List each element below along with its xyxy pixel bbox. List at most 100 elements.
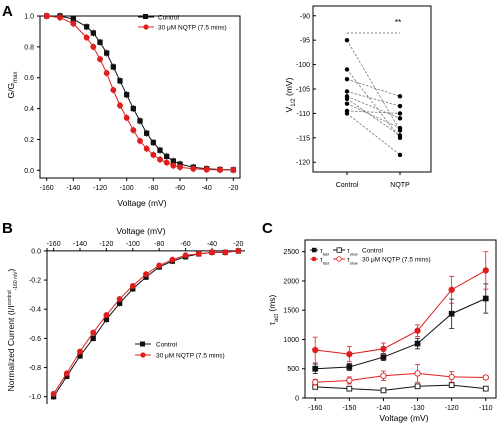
panel-c-point [448,310,455,317]
panel-b-plot: -160 -140 -120 -100 -80 -60 -40 -20 0.0 -0.2 -0.4 -… [29,241,245,404]
panel-b-xtick-label: -20 [233,241,243,248]
panel-a-point [143,145,150,152]
panel-a-label: A [2,3,13,20]
panel-a-point [124,92,130,98]
panel-c-point [346,385,353,392]
panel-c-ytick-label: 1000 [283,337,299,344]
panel-b-point [90,335,96,342]
panel-c-ytick-label: 2500 [283,249,299,256]
inset-pair-line [346,103,401,129]
panel-a-point [83,34,90,41]
panel-c-point [448,286,455,293]
panel-c-xtick-label: -130 [411,405,425,412]
panel-a-xtick-label: -160 [40,185,54,192]
panel-a-point [170,162,177,169]
inset-point [344,111,350,116]
panel-c-point [414,327,421,334]
inset-point [344,101,350,106]
panel-b-point [195,250,202,257]
panel-a-point [144,130,150,136]
panel-a-point [104,50,110,56]
inset-point [344,37,350,43]
panel-b-xtick-label: -40 [207,241,217,248]
inset-ytick-label: -95 [300,38,310,45]
panel-a-ylabel: G/Gmax [6,72,19,99]
legend-b-nqtp-marker [140,352,146,358]
panel-b-point [182,252,189,259]
panel-c: C τact (ms) Voltage (mV) -160 -150 -140 -13… [262,220,497,423]
panel-a-point [190,165,197,172]
panel-b-point [116,296,123,302]
panel-a-point [157,147,163,153]
legend-nqtp-label: 30 μM NQTP (7.5 mins) [158,25,227,32]
panel-c-series-line [315,298,486,370]
panel-b-point [222,249,229,256]
panel-c-point [482,385,489,392]
panel-c-point [482,374,489,381]
legend-control-marker [143,14,148,19]
inset-frame [312,5,432,173]
inset-significance: ** [395,17,402,27]
legend-control-label: Control [158,15,180,22]
panel-c-ytick-label: 0 [295,396,299,403]
panel-b-xtick-label: -120 [99,241,113,248]
panel-a-point [110,87,117,94]
legend-c-slow-nqtp-label: τslow [347,257,358,266]
legend-c-fast-nqtp-label: τfast [320,257,330,266]
panel-c-point [448,382,455,388]
panel-a-point [137,138,143,144]
panel-b-ytick-label: 0.0 [31,248,41,255]
panel-c-series-line [315,269,487,355]
panel-a-ytick-label: 1.0 [24,14,34,21]
panel-c-point [312,379,319,386]
inset-point [397,116,403,121]
panel-a-xtick-label: -40 [202,185,212,192]
panel-c-point [312,346,319,354]
panel-a-point [90,30,96,36]
panel-b-point [209,249,215,256]
panel-a-point [70,20,77,27]
panel-c-point [414,383,421,390]
panel-c-series-line [315,372,486,383]
panel-b-xtick-label: -140 [73,241,87,248]
panel-b-ytick-label: -1.0 [29,394,41,401]
panel-a-xtick-label: -60 [175,185,185,192]
inset-ytick-label: -90 [300,13,310,20]
panel-a-point [97,39,103,45]
legend-c-slow-control-marker [336,247,342,253]
panel-c-point [346,350,353,358]
panel-a-point [163,159,170,166]
panel-b-point [156,262,163,269]
panel-a-series-line [46,15,234,171]
legend-b-control-label: Control [156,342,178,349]
panel-c-xtick-label: -120 [445,405,459,412]
inset-pair-line [346,69,401,139]
panel-c-series-line [315,384,486,391]
panel-c-point [380,387,387,394]
panel-a-point [123,114,130,121]
inset-point [344,96,350,101]
panel-a-point [84,24,90,30]
panel-b-label: B [2,220,13,237]
panel-a-point [130,105,136,112]
inset-ytick-label: -100 [296,62,310,69]
panel-c-xtick-label: -150 [342,405,356,412]
panel-b-ylabel: Normalized Current (I/Icontrol-160 mV) [6,268,19,391]
panel-c-xlabel: Voltage (mV) [379,413,428,423]
panel-a-ytick-label: 0.0 [24,168,34,175]
legend-c-fast-control-marker [312,247,317,253]
panel-b-ytick-label: -0.8 [29,365,41,372]
panel-a-point [90,43,97,50]
panel-a-point [164,153,170,160]
panel-c-legend: τfast τslow Control τfast τslow 30 μM NQ… [310,247,431,266]
panel-b-point [169,256,176,263]
panel-a-point [203,166,210,173]
inset-ytick-label: -115 [297,135,311,142]
inset-point [397,103,403,109]
panel-a-point [57,14,63,21]
panel-b-point [90,329,97,336]
inset-pair-line [346,39,401,131]
panel-a-ytick-label: 0.8 [24,44,34,51]
panel-c-point [380,345,387,352]
panel-a: A G/Gmax Voltage (mV) -160 -140 -120 -100 -8… [2,3,241,208]
